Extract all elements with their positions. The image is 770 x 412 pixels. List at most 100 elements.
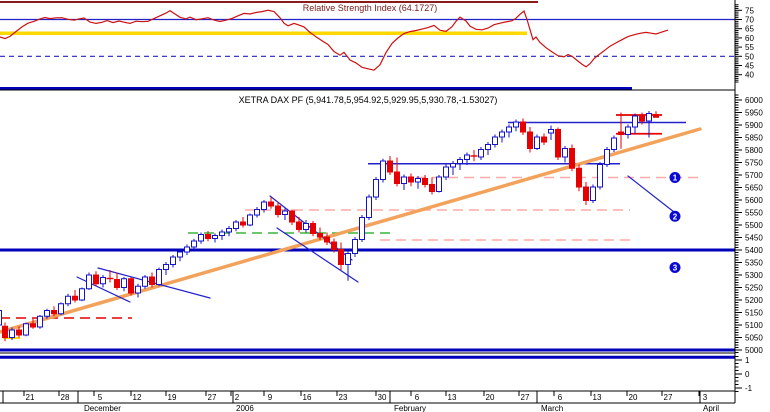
candle-up xyxy=(156,269,162,285)
candle-up xyxy=(345,253,351,265)
candle-down xyxy=(527,131,533,149)
price-axis-label: 5450 xyxy=(745,234,763,243)
candle-down xyxy=(639,115,645,122)
candle-up xyxy=(219,231,225,236)
candle-down xyxy=(296,221,302,230)
rsi-axis-label: 40 xyxy=(745,71,754,80)
day-label: 5 xyxy=(98,393,103,402)
day-label: 19 xyxy=(168,393,177,402)
badge-circle-3 xyxy=(669,262,681,273)
rsi-axis-label: 60 xyxy=(745,34,754,43)
candle-down xyxy=(408,176,414,183)
price-axis-label: 5850 xyxy=(745,134,763,143)
candle-up xyxy=(492,136,498,145)
candle-down xyxy=(240,221,246,226)
badge-circle-1 xyxy=(669,172,681,183)
day-label: 13 xyxy=(448,393,457,402)
candle-down xyxy=(128,278,134,294)
day-label: 6 xyxy=(415,393,420,402)
rsi-panel-title: Relative Strength Index (64.1727) xyxy=(303,3,438,13)
candle-down xyxy=(310,223,316,234)
candle-up xyxy=(548,129,554,134)
candle-down xyxy=(30,323,36,328)
candle-up xyxy=(86,274,92,290)
price-axis-label: 5500 xyxy=(745,221,763,230)
badge-number: 1 xyxy=(673,174,678,183)
jan-flag-lower xyxy=(276,227,359,283)
candle-up xyxy=(163,264,169,270)
candle-up xyxy=(590,186,596,201)
month-label: December xyxy=(84,404,121,412)
candle-up xyxy=(534,136,540,149)
rsi-axis-label: 55 xyxy=(745,43,754,52)
day-label: 21 xyxy=(26,393,35,402)
candle-up xyxy=(485,144,491,150)
badge-circle-2 xyxy=(669,210,681,222)
candle-up xyxy=(233,221,239,229)
rsi-axis-label: 50 xyxy=(745,52,754,61)
candles xyxy=(0,111,659,342)
candle-up xyxy=(450,163,456,168)
badge-number: 2 xyxy=(673,212,678,221)
candle-up xyxy=(0,310,2,326)
candle-up xyxy=(457,159,463,164)
candle-up xyxy=(366,196,372,218)
candle-up xyxy=(44,310,50,317)
mar-downline xyxy=(627,175,675,213)
candle-up xyxy=(499,131,505,138)
candle-up xyxy=(226,228,232,233)
price-axis-label: 5800 xyxy=(745,146,763,155)
price-axis-label: 5400 xyxy=(745,246,763,255)
candle-down xyxy=(555,129,561,158)
day-label: 23 xyxy=(339,393,348,402)
sub-axis-label: 0 xyxy=(745,370,750,379)
price-axis-label: 5750 xyxy=(745,159,763,168)
candle-up xyxy=(632,115,638,128)
candle-up xyxy=(464,154,470,160)
candle-up xyxy=(135,285,141,294)
candle-down xyxy=(16,329,22,336)
rsi-axis-label: 70 xyxy=(745,16,754,25)
price-axis-label: 5300 xyxy=(745,271,763,280)
candle-up xyxy=(282,210,288,215)
candle-down xyxy=(618,131,624,135)
price-axis-label: 5600 xyxy=(745,196,763,205)
candle-down xyxy=(338,249,344,265)
candle-down xyxy=(541,136,547,143)
candle-up xyxy=(597,164,603,188)
candle-down xyxy=(569,148,575,169)
candle-up xyxy=(9,329,15,338)
candle-up xyxy=(58,303,64,315)
rsi-axis-label: 75 xyxy=(745,6,754,15)
orange-uptrend xyxy=(0,127,702,334)
candle-up xyxy=(352,239,358,254)
candle-down xyxy=(429,184,435,192)
day-label: 27 xyxy=(664,393,673,402)
candle-down xyxy=(2,325,8,338)
sub-axis-label: -1 xyxy=(745,384,753,393)
price-axis-label: 5100 xyxy=(745,321,763,330)
candle-down xyxy=(576,167,582,188)
candle-up xyxy=(380,160,386,180)
rsi-axis-label: 45 xyxy=(745,62,754,71)
rsi-line xyxy=(0,9,669,71)
candle-down xyxy=(114,279,120,288)
candle-up xyxy=(79,288,85,301)
dec-channel-lower xyxy=(76,276,131,303)
candle-up xyxy=(198,234,204,242)
candle-up xyxy=(212,235,218,239)
candle-down xyxy=(205,234,211,239)
sub-axis-label: 1 xyxy=(745,356,750,365)
candle-up xyxy=(443,166,449,178)
candle-up xyxy=(184,246,190,253)
candle-up xyxy=(142,276,148,287)
price-axis-label: 5050 xyxy=(745,334,763,343)
candle-up xyxy=(604,149,610,165)
candle-down xyxy=(394,171,400,184)
month-label: March xyxy=(541,404,563,412)
candle-up xyxy=(247,214,253,226)
price-axis-label: 5650 xyxy=(745,184,763,193)
